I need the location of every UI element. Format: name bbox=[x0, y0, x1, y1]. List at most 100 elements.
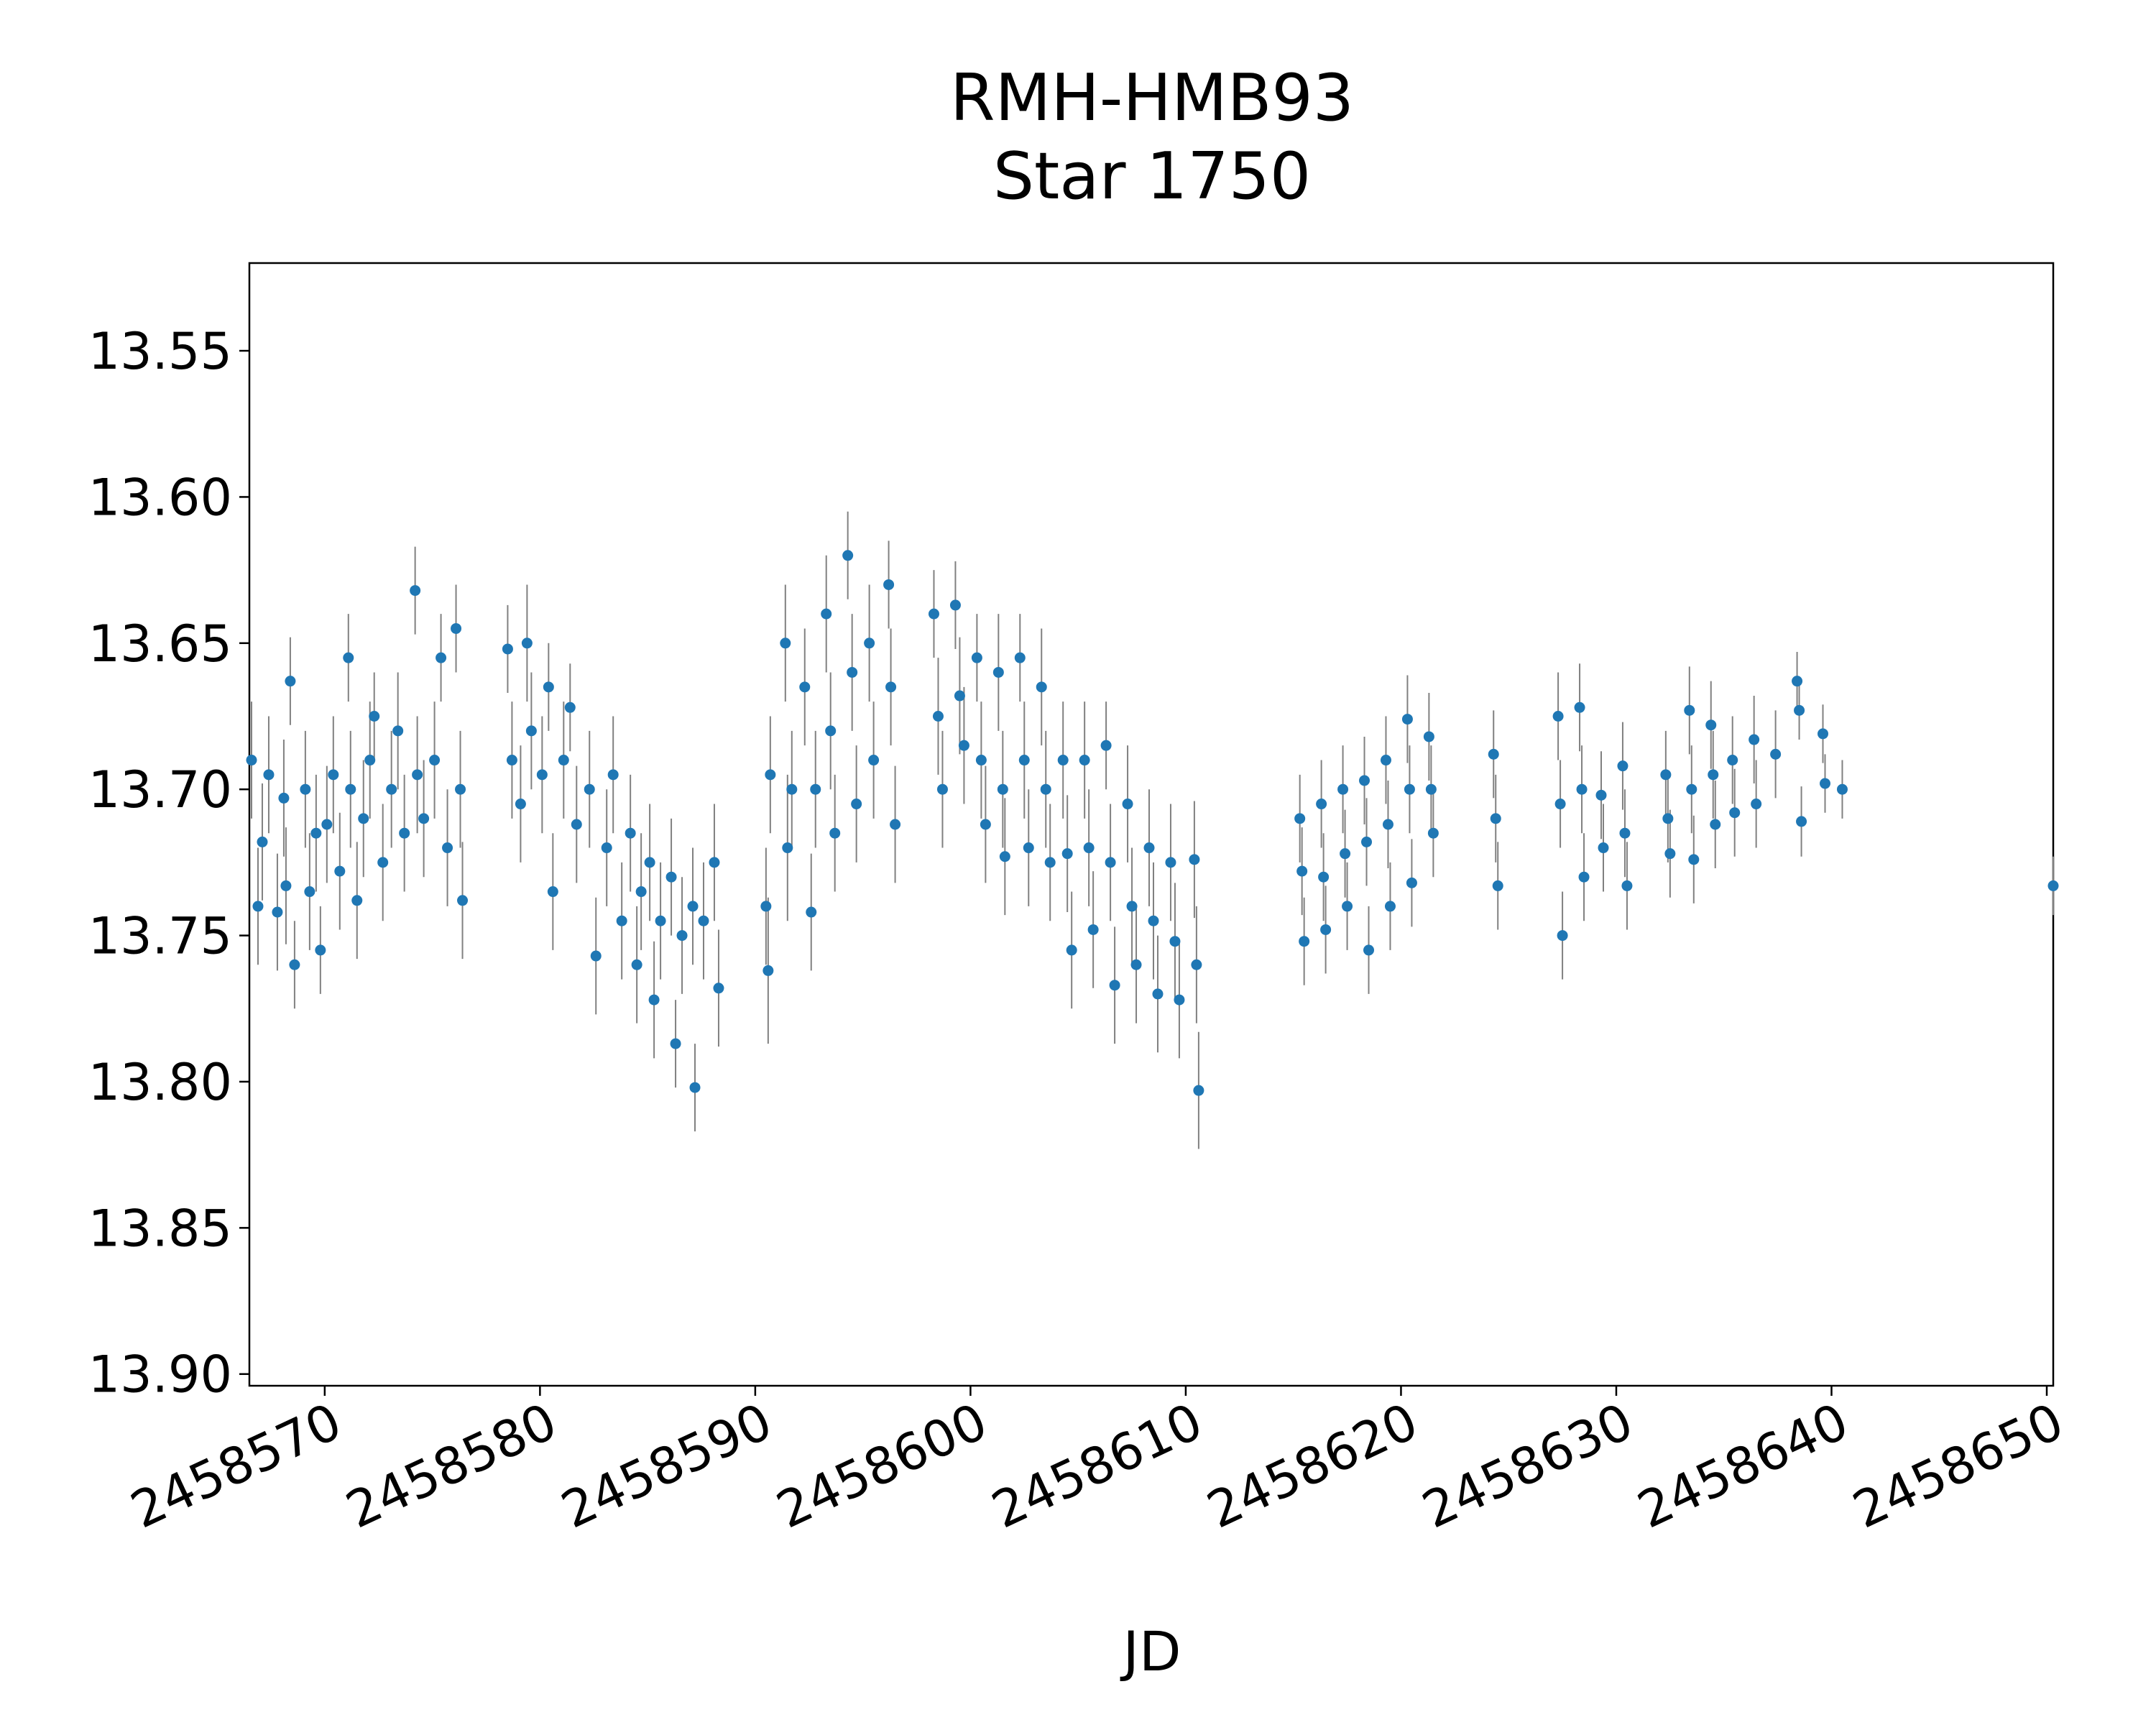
data-point bbox=[1083, 842, 1095, 854]
plot-frame bbox=[248, 262, 2055, 1387]
data-point bbox=[536, 769, 548, 781]
data-point bbox=[698, 915, 709, 926]
data-point bbox=[1044, 857, 1056, 868]
data-point bbox=[1792, 676, 1803, 687]
data-point bbox=[1595, 789, 1607, 801]
data-point bbox=[1066, 944, 1077, 956]
data-point bbox=[451, 622, 462, 634]
data-point bbox=[358, 813, 369, 824]
data-point bbox=[1100, 740, 1112, 751]
data-point bbox=[616, 915, 627, 926]
data-point bbox=[442, 842, 453, 854]
data-point bbox=[300, 783, 311, 795]
data-point bbox=[975, 755, 987, 766]
data-point bbox=[868, 755, 880, 766]
data-point bbox=[1061, 848, 1073, 860]
data-point bbox=[1342, 901, 1353, 912]
y-tick-label: 13.75 bbox=[88, 907, 232, 966]
data-point bbox=[1036, 681, 1047, 693]
data-point bbox=[949, 599, 961, 611]
data-point bbox=[272, 906, 283, 918]
data-point bbox=[1126, 901, 1138, 912]
data-point bbox=[521, 638, 533, 649]
data-point bbox=[1169, 936, 1181, 947]
data-point bbox=[1660, 769, 1672, 781]
data-point bbox=[847, 666, 858, 678]
data-point bbox=[670, 1038, 681, 1049]
data-point bbox=[1380, 755, 1391, 766]
data-point bbox=[997, 783, 1008, 795]
data-point bbox=[1363, 944, 1375, 956]
data-point bbox=[885, 681, 897, 693]
data-point bbox=[980, 819, 991, 830]
data-point bbox=[1794, 704, 1805, 716]
data-point bbox=[689, 1082, 701, 1093]
data-point bbox=[252, 901, 264, 912]
data-point bbox=[1299, 936, 1310, 947]
data-point bbox=[1578, 871, 1590, 883]
chart-subtitle: Star 1750 bbox=[993, 139, 1311, 214]
data-point bbox=[648, 994, 660, 1006]
data-point bbox=[558, 755, 569, 766]
data-point bbox=[1836, 783, 1848, 795]
data-point bbox=[810, 783, 821, 795]
data-point bbox=[1425, 783, 1437, 795]
data-point bbox=[412, 769, 423, 781]
data-point bbox=[1708, 769, 1719, 781]
y-tick-label: 13.60 bbox=[88, 468, 232, 527]
data-point bbox=[1729, 807, 1741, 819]
data-point bbox=[1664, 848, 1676, 860]
data-point bbox=[1105, 857, 1116, 868]
data-point bbox=[713, 983, 724, 994]
data-point bbox=[289, 959, 300, 970]
y-axis: 13.55 13.60 13.65 13.70 13.75 13.80 13.85 13.90 bbox=[88, 322, 249, 1404]
data-point bbox=[954, 690, 965, 702]
data-point bbox=[1079, 755, 1090, 766]
data-point bbox=[321, 819, 333, 830]
data-point bbox=[631, 959, 642, 970]
data-point bbox=[410, 585, 421, 597]
data-point bbox=[1148, 915, 1159, 926]
data-point bbox=[864, 638, 875, 649]
data-point bbox=[377, 857, 389, 868]
data-point bbox=[607, 769, 619, 781]
data-point bbox=[1404, 783, 1415, 795]
data-point bbox=[821, 608, 832, 620]
data-point bbox=[1023, 842, 1034, 854]
data-point bbox=[1316, 799, 1327, 810]
data-point bbox=[1818, 728, 1829, 740]
data-point bbox=[584, 783, 595, 795]
data-point bbox=[364, 755, 376, 766]
data-point bbox=[786, 783, 798, 795]
data-point bbox=[1727, 755, 1738, 766]
data-point bbox=[1130, 959, 1142, 970]
data-point bbox=[345, 783, 356, 795]
data-point bbox=[1401, 714, 1413, 725]
data-point bbox=[958, 740, 969, 751]
data-point bbox=[1492, 880, 1503, 891]
data-point bbox=[547, 886, 558, 898]
data-point bbox=[806, 906, 817, 918]
data-point bbox=[709, 857, 720, 868]
data-point bbox=[1057, 755, 1069, 766]
data-point bbox=[1318, 871, 1330, 883]
data-point bbox=[992, 666, 1004, 678]
y-tick-label: 13.55 bbox=[88, 322, 232, 381]
data-point bbox=[1423, 731, 1434, 742]
y-tick-label: 13.65 bbox=[88, 615, 232, 673]
data-point bbox=[1749, 734, 1760, 745]
data-point bbox=[829, 827, 841, 839]
data-point bbox=[278, 792, 290, 804]
plot-area bbox=[246, 262, 2059, 1387]
data-point bbox=[1384, 901, 1396, 912]
data-point bbox=[1014, 652, 1026, 663]
data-point bbox=[1710, 819, 1721, 830]
data-point bbox=[1337, 783, 1349, 795]
data-point bbox=[1406, 877, 1417, 888]
data-point bbox=[280, 880, 292, 891]
data-point bbox=[457, 895, 469, 906]
data-point bbox=[1688, 854, 1700, 865]
data-point bbox=[890, 819, 901, 830]
data-point bbox=[932, 710, 944, 722]
